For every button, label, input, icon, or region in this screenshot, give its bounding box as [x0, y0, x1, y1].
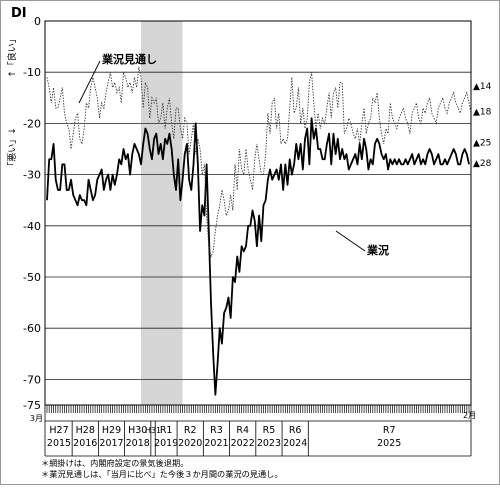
series-label-outlook: 業況見通し	[101, 52, 157, 66]
year-label: 2024	[283, 438, 307, 449]
lower-direction-label: 「悪い」↓	[7, 127, 18, 171]
year-label: 2021	[204, 438, 228, 449]
end-value-label: ▲14	[473, 82, 492, 92]
y-tick-label: -50	[23, 271, 41, 284]
x-end-month-label: 2月	[463, 411, 476, 420]
year-label: 2017	[99, 438, 123, 449]
y-tick-label: -20	[23, 117, 41, 130]
era-label: R6	[289, 425, 302, 436]
series-line-business-conditions	[46, 117, 470, 396]
y-tick-label: -60	[23, 322, 41, 335]
end-value-label: ▲28	[473, 159, 492, 169]
y-tick-label: -75	[23, 399, 41, 412]
end-value-label: ▲18	[473, 108, 492, 118]
year-label: 2025	[377, 438, 401, 449]
leader-business-conditions	[335, 230, 366, 252]
era-label: H31	[145, 426, 161, 435]
x-start-month-label: 3月	[30, 414, 43, 423]
y-tick-label: -40	[23, 220, 41, 233]
era-label: R4	[236, 425, 249, 436]
year-label: 2023	[257, 438, 281, 449]
era-label: R7	[383, 425, 396, 436]
era-label: R5	[263, 425, 276, 436]
y-tick-label: -70	[23, 373, 41, 386]
note-shading: ＊網掛けは、内閣府設定の景気後退期。	[41, 458, 189, 468]
chart-notes: ＊網掛けは、内閣府設定の景気後退期。 ＊業況見通しは、「当月に比べ」た今後３か月…	[41, 458, 283, 480]
era-label: H28	[76, 425, 95, 436]
note-outlook: ＊業況見通しは、「当月に比べ」た今後３か月間の業況の見通し。	[41, 469, 283, 479]
year-label: 2019	[154, 438, 178, 449]
y-axis-title: DI	[11, 6, 27, 21]
year-label: 2018	[126, 438, 150, 449]
plot-border	[44, 20, 472, 406]
end-value-label: ▲25	[473, 138, 491, 148]
recession-shading	[141, 21, 183, 405]
series-line-outlook	[46, 66, 472, 259]
y-tick-label: -30	[23, 169, 41, 182]
era-label: R3	[210, 425, 223, 436]
era-label: H27	[49, 425, 68, 436]
y-tick-label: -10	[23, 66, 41, 79]
era-label: H30	[128, 425, 147, 436]
era-label: R1	[160, 425, 173, 436]
year-label: 2022	[231, 438, 255, 449]
y-tick-label: 0	[34, 15, 41, 28]
era-label: H29	[102, 425, 121, 436]
leader-outlook	[78, 60, 101, 104]
series-label-business-conditions: 業況	[366, 243, 389, 257]
upper-direction-label: ↑「良い」	[6, 34, 18, 78]
year-label: 2016	[73, 438, 97, 449]
year-label: 2015	[47, 438, 71, 449]
year-label: 2020	[178, 438, 202, 449]
era-label: R2	[184, 425, 197, 436]
